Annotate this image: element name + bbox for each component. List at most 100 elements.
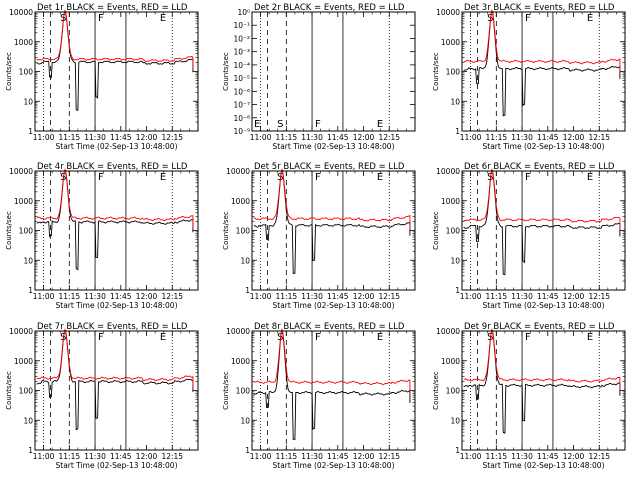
x-tick-label: 12:15 bbox=[588, 452, 610, 461]
y-tick-label: 100 bbox=[19, 68, 34, 77]
y-tick-label: 10⁻⁴ bbox=[233, 61, 250, 70]
x-tick-label: 11:30 bbox=[511, 452, 533, 461]
y-tick-label: 10000 bbox=[436, 8, 460, 17]
x-tick-label: 11:45 bbox=[327, 452, 349, 461]
y-tick-label: 10 bbox=[450, 416, 460, 425]
x-tick-label: 12:15 bbox=[378, 292, 400, 301]
marker-label-s: S bbox=[277, 119, 283, 130]
y-tick-label: 10 bbox=[240, 256, 250, 265]
x-tick-label: 11:00 bbox=[250, 452, 272, 461]
y-axis-label: Counts/sec bbox=[222, 52, 230, 91]
events-series-line bbox=[253, 328, 411, 441]
plot-frame bbox=[34, 330, 199, 451]
x-tick-label: 11:45 bbox=[537, 133, 559, 142]
y-axis-label: Counts/sec bbox=[5, 371, 13, 410]
x-tick-label: 11:15 bbox=[486, 292, 508, 301]
y-tick-label: 100 bbox=[446, 227, 461, 236]
x-tick-label: 11:15 bbox=[59, 292, 81, 301]
panel-det-4r: Det 4r BLACK = Events, RED = LLD 1 10 100 10… bbox=[5, 162, 199, 310]
y-tick-label: 10 bbox=[450, 256, 460, 265]
y-tick-label: 100 bbox=[236, 387, 251, 396]
plot-frame bbox=[251, 11, 416, 132]
panel-det-9r: Det 9r BLACK = Events, RED = LLD 1 10 100 10… bbox=[432, 322, 626, 470]
x-tick-label: 12:15 bbox=[161, 133, 183, 142]
y-tick-label: 10 bbox=[23, 256, 33, 265]
y-tick-label: 10⁻¹ bbox=[233, 21, 250, 30]
y-axis-label: Counts/sec bbox=[222, 371, 230, 410]
x-tick-label: 11:00 bbox=[250, 133, 272, 142]
marker-label-e: E bbox=[160, 172, 166, 183]
x-axis-label: Start Time (02-Sep-13 10:48:00) bbox=[483, 142, 605, 151]
y-tick-label: 10 bbox=[23, 97, 33, 106]
y-tick-label: 1000 bbox=[14, 197, 33, 206]
x-tick-label: 12:00 bbox=[563, 452, 585, 461]
y-tick-label: 1 bbox=[455, 446, 460, 455]
x-tick-label: 11:30 bbox=[84, 452, 106, 461]
y-tick-label: 10⁻² bbox=[233, 34, 250, 43]
y-tick-label: 1 bbox=[245, 446, 250, 455]
x-tick-label: 11:30 bbox=[511, 292, 533, 301]
y-tick-label: 10⁻⁸ bbox=[233, 114, 250, 123]
x-tick-label: 11:00 bbox=[460, 133, 482, 142]
y-axis-label: Counts/sec bbox=[432, 52, 440, 91]
plot-frame bbox=[461, 11, 626, 132]
marker-label-f: F bbox=[525, 172, 531, 183]
x-tick-label: 11:15 bbox=[276, 292, 298, 301]
y-axis-label: Counts/sec bbox=[5, 211, 13, 250]
y-tick-label: 1000 bbox=[231, 357, 250, 366]
x-tick-label: 11:15 bbox=[59, 452, 81, 461]
y-axis-label: Counts/sec bbox=[222, 211, 230, 250]
panel-title: Det 9r BLACK = Events, RED = LLD bbox=[464, 322, 615, 332]
plot-frame bbox=[251, 170, 416, 291]
y-tick-label: 100 bbox=[446, 387, 461, 396]
marker-label-f: F bbox=[98, 332, 104, 343]
x-tick-label: 11:15 bbox=[59, 133, 81, 142]
y-tick-label: 1 bbox=[28, 446, 33, 455]
y-tick-label: 10⁻³ bbox=[233, 48, 250, 57]
y-tick-label: 10⁻⁷ bbox=[233, 101, 250, 110]
x-tick-label: 11:00 bbox=[460, 452, 482, 461]
x-axis-label: Start Time (02-Sep-13 10:48:00) bbox=[483, 461, 605, 470]
x-tick-label: 11:30 bbox=[511, 133, 533, 142]
x-axis-label: Start Time (02-Sep-13 10:48:00) bbox=[56, 301, 178, 310]
x-tick-label: 11:45 bbox=[110, 452, 132, 461]
panel-det-7r: Det 7r BLACK = Events, RED = LLD 1 10 100 10… bbox=[5, 322, 199, 470]
y-tick-label: 10⁻⁵ bbox=[233, 74, 250, 83]
y-tick-label: 1000 bbox=[231, 197, 250, 206]
x-tick-label: 11:45 bbox=[537, 452, 559, 461]
x-tick-label: 11:30 bbox=[84, 292, 106, 301]
x-tick-label: 11:30 bbox=[301, 292, 323, 301]
lld-series-line bbox=[36, 9, 194, 70]
x-tick-label: 11:15 bbox=[486, 452, 508, 461]
x-tick-label: 12:00 bbox=[353, 292, 375, 301]
y-tick-label: 10⁻⁹ bbox=[233, 127, 250, 136]
panel-title: Det 8r BLACK = Events, RED = LLD bbox=[254, 322, 405, 332]
lld-series-line bbox=[253, 328, 411, 393]
y-tick-label: 1000 bbox=[441, 197, 460, 206]
x-tick-label: 12:15 bbox=[378, 452, 400, 461]
lld-series-line bbox=[463, 9, 621, 72]
x-tick-label: 11:45 bbox=[110, 292, 132, 301]
y-tick-label: 1 bbox=[455, 127, 460, 136]
marker-label-f: F bbox=[315, 119, 321, 130]
events-series-line bbox=[253, 168, 411, 275]
x-tick-label: 11:00 bbox=[33, 133, 55, 142]
y-tick-label: 10000 bbox=[436, 327, 460, 336]
events-series-line bbox=[463, 328, 621, 434]
plot-frame bbox=[251, 330, 416, 451]
y-tick-label: 1 bbox=[28, 286, 33, 295]
marker-label-e: E bbox=[377, 119, 383, 130]
events-series-line bbox=[36, 9, 194, 111]
x-tick-label: 12:15 bbox=[588, 133, 610, 142]
x-tick-label: 11:45 bbox=[327, 292, 349, 301]
y-tick-label: 10 bbox=[450, 97, 460, 106]
x-tick-label: 12:00 bbox=[563, 133, 585, 142]
marker-label-f: F bbox=[525, 332, 531, 343]
y-axis-label: Counts/sec bbox=[432, 371, 440, 410]
y-tick-label: 100 bbox=[236, 227, 251, 236]
panel-title: Det 5r BLACK = Events, RED = LLD bbox=[254, 162, 405, 172]
panel-det-8r: Det 8r BLACK = Events, RED = LLD 1 10 100 10… bbox=[222, 322, 416, 470]
x-tick-label: 11:45 bbox=[110, 133, 132, 142]
plot-frame bbox=[461, 170, 626, 291]
